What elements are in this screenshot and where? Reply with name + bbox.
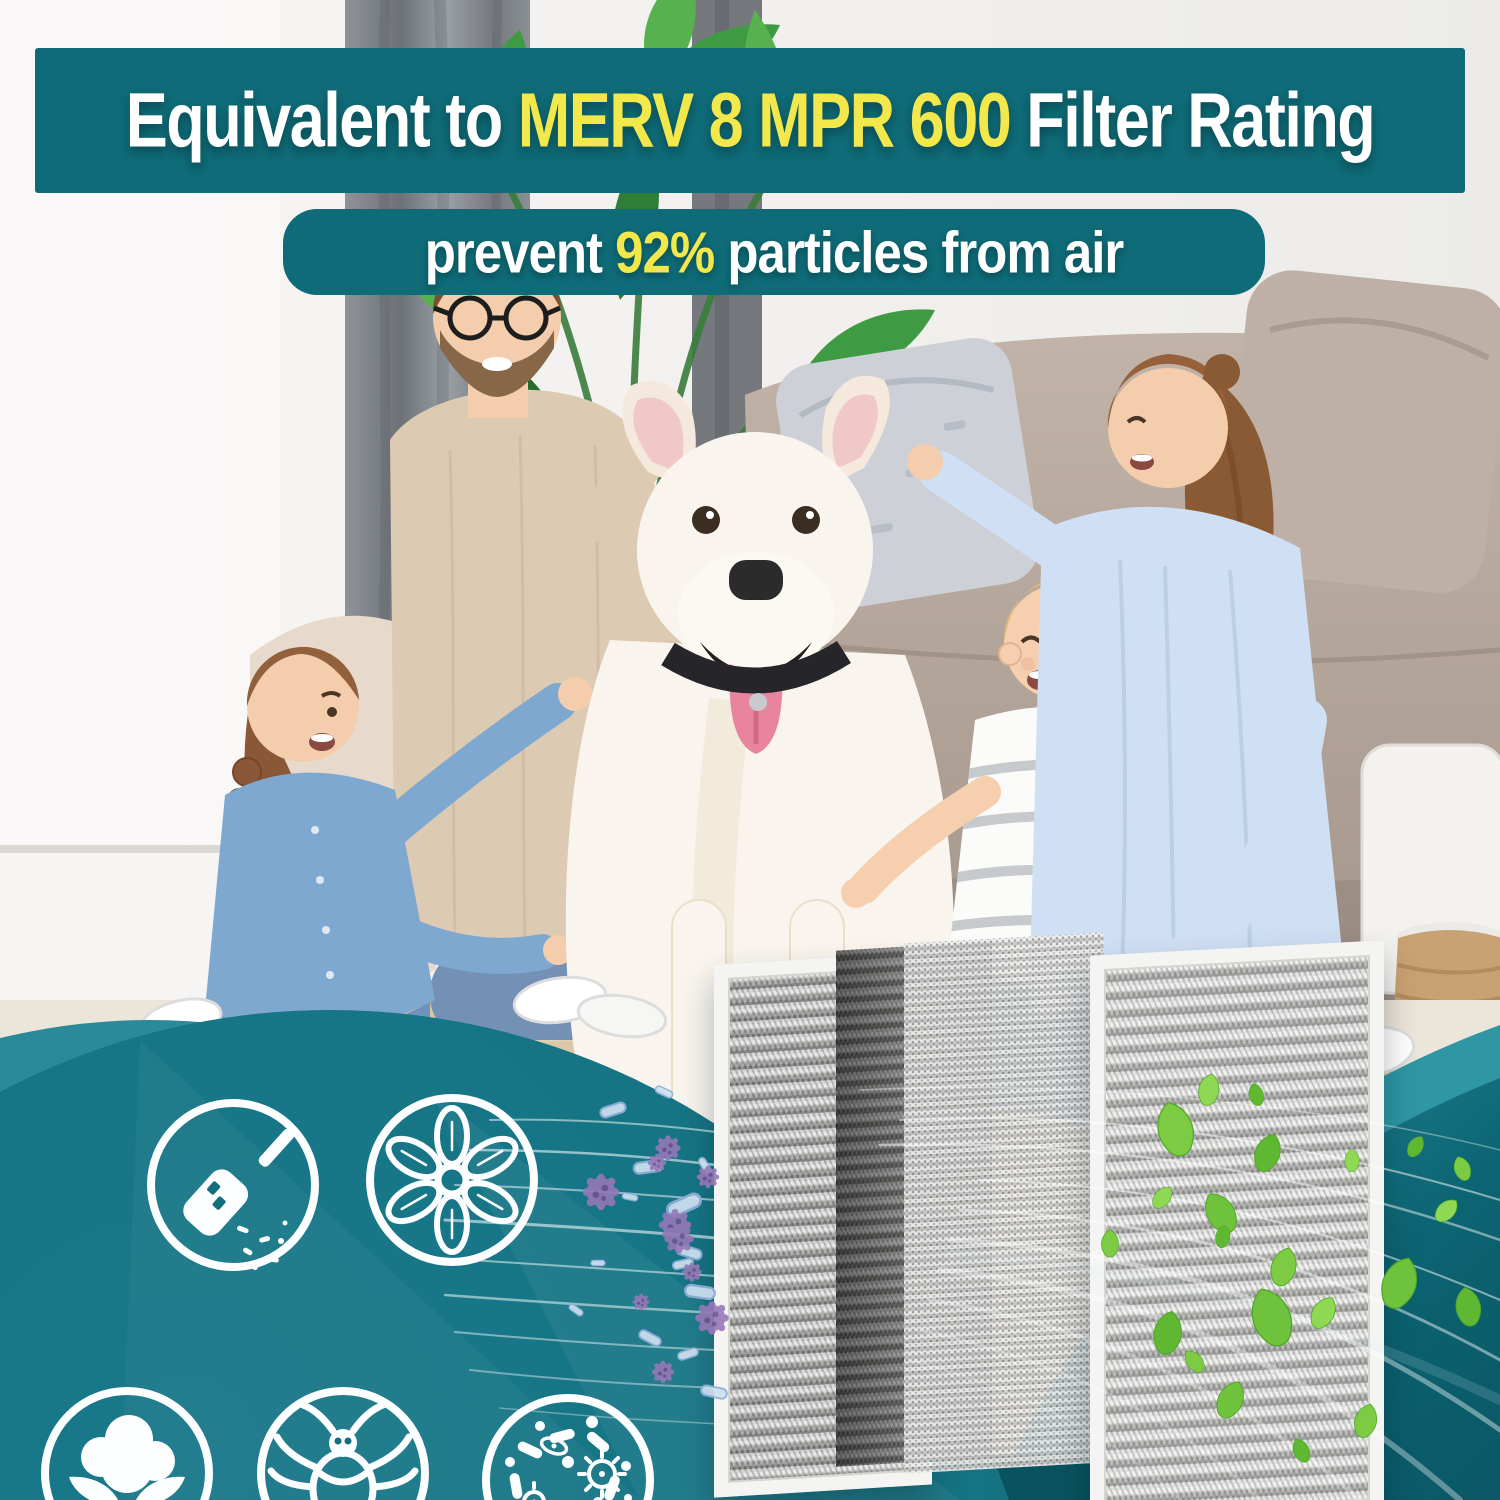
headline-text: Equivalent to MERV 8 MPR 600 Filter Rati… — [125, 77, 1376, 165]
taupe-pillow — [1224, 270, 1500, 593]
filter-media-layer-fine — [904, 932, 1104, 1474]
headline-banner: Equivalent to MERV 8 MPR 600 Filter Rati… — [35, 48, 1465, 193]
subheadline-banner: prevent 92% particles from air — [283, 209, 1265, 295]
clean-air-leaves — [1101, 1071, 1484, 1466]
subheadline-prefix: prevent — [424, 219, 616, 285]
boy-figure — [841, 577, 1240, 1116]
cotton-lint-icon — [41, 1387, 213, 1500]
white-pillow — [1360, 743, 1500, 995]
subheadline-suffix: particles from air — [714, 219, 1124, 285]
sofa — [745, 332, 1500, 1030]
wicker-basket — [1390, 922, 1500, 1086]
dad-figure — [390, 248, 714, 1040]
dust-mite-icon — [257, 1387, 429, 1500]
clean-air-streaks — [859, 1086, 1500, 1500]
filter-media-layer-dark — [836, 941, 992, 1467]
bacteria-germs-icon — [482, 1394, 654, 1500]
dog-figure — [565, 375, 954, 1152]
filter-panel-back-frame — [1090, 940, 1384, 1500]
dirt-particles — [567, 1084, 729, 1401]
girl-figure — [137, 646, 592, 1106]
filter-panel-front-frame — [714, 951, 932, 1498]
mom-figure — [907, 354, 1415, 1142]
area-rug — [0, 978, 1500, 1500]
wave-shape — [1034, 1078, 1500, 1500]
headline-suffix: Filter Rating — [1010, 77, 1376, 164]
headline-highlight: MERV 8 MPR 600 — [517, 77, 1012, 164]
sneakers — [512, 975, 668, 1039]
wave-light-band — [995, 1025, 1500, 1500]
dust-vacuum-icon — [147, 1099, 319, 1271]
intake-air-streaks — [439, 1118, 721, 1425]
subheadline-text: prevent 92% particles from air — [424, 218, 1124, 286]
blob-light-arc — [0, 1020, 796, 1500]
pollen-flower-icon — [366, 1094, 538, 1266]
teal-blob — [0, 1010, 1009, 1500]
headline-prefix: Equivalent to — [125, 77, 518, 164]
armchair — [250, 615, 436, 993]
floor — [0, 1000, 1500, 1500]
subheadline-highlight: 92% — [615, 219, 715, 285]
gray-pillow — [776, 338, 1040, 610]
